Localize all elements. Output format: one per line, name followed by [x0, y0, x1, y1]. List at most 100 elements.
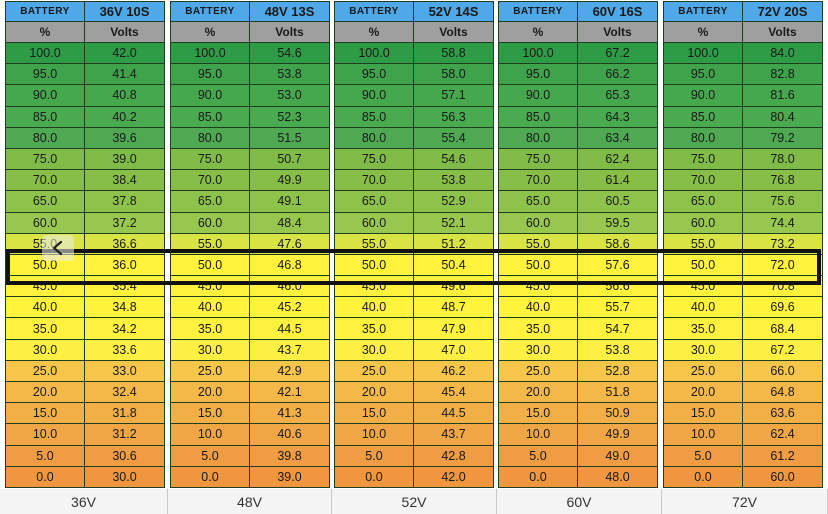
volts-cell: 44.5 — [250, 318, 330, 340]
volts-cell: 47.9 — [414, 318, 494, 340]
voltage-footer-label: 52V — [332, 489, 497, 514]
percent-cell: 70.0 — [498, 170, 578, 192]
percent-cell: 50.0 — [334, 254, 414, 277]
percent-cell: 40.0 — [5, 297, 85, 319]
battery-table-2: BATTERY 52V 14S% Volts 100.0 58.8 95.0 58.0 90.… — [334, 1, 494, 488]
percent-cell: 25.0 — [5, 360, 85, 382]
battery-label: BATTERY — [5, 1, 85, 22]
table-row: 90.0 40.8 — [5, 85, 165, 107]
table-row: 70.0 76.8 — [663, 170, 823, 192]
percent-cell: 85.0 — [170, 106, 250, 128]
volts-column-header: Volts — [414, 22, 494, 43]
table-row: 30.0 67.2 — [663, 339, 823, 361]
table-row: 20.0 45.4 — [334, 382, 494, 404]
volts-cell: 47.0 — [414, 339, 494, 361]
percent-cell: 0.0 — [663, 466, 743, 488]
percent-cell: 65.0 — [663, 191, 743, 213]
percent-cell: 0.0 — [334, 466, 414, 488]
percent-cell: 30.0 — [334, 339, 414, 361]
table-subheader-row: % Volts — [498, 22, 658, 43]
table-row: 5.0 30.6 — [5, 445, 165, 467]
percent-cell: 70.0 — [170, 170, 250, 192]
table-row: 90.0 65.3 — [498, 85, 658, 107]
volts-cell: 36.6 — [85, 233, 165, 255]
volts-cell: 60.5 — [578, 191, 658, 213]
table-row: 80.0 51.5 — [170, 127, 330, 149]
table-row: 10.0 62.4 — [663, 424, 823, 446]
percent-cell: 15.0 — [5, 403, 85, 425]
volts-cell: 42.0 — [85, 43, 165, 65]
table-row: 25.0 52.8 — [498, 360, 658, 382]
table-row: 90.0 53.0 — [170, 85, 330, 107]
volts-cell: 49.9 — [250, 170, 330, 192]
table-row: 45.0 70.8 — [663, 276, 823, 298]
percent-cell: 75.0 — [663, 148, 743, 171]
volts-cell: 64.3 — [578, 106, 658, 128]
table-row: 10.0 43.7 — [334, 424, 494, 446]
volts-cell: 42.0 — [414, 466, 494, 488]
volts-cell: 74.4 — [743, 212, 823, 234]
voltage-footer-label: 72V — [662, 489, 828, 514]
volts-cell: 48.7 — [414, 297, 494, 319]
percent-cell: 5.0 — [498, 445, 578, 467]
table-subheader-row: % Volts — [5, 22, 165, 43]
volts-cell: 42.9 — [250, 360, 330, 382]
percent-cell: 40.0 — [334, 297, 414, 319]
percent-cell: 10.0 — [5, 424, 85, 446]
volts-cell: 39.8 — [250, 445, 330, 467]
volts-cell: 50.7 — [250, 148, 330, 171]
percent-cell: 55.0 — [663, 233, 743, 255]
percent-cell: 25.0 — [334, 360, 414, 382]
percent-cell: 25.0 — [498, 360, 578, 382]
table-row: 15.0 31.8 — [5, 403, 165, 425]
table-subheader-row: % Volts — [334, 22, 494, 43]
volts-cell: 50.9 — [578, 403, 658, 425]
percent-cell: 40.0 — [498, 297, 578, 319]
table-row: 25.0 33.0 — [5, 360, 165, 382]
table-row: 55.0 58.6 — [498, 233, 658, 255]
percent-cell: 65.0 — [170, 191, 250, 213]
volts-cell: 40.6 — [250, 424, 330, 446]
table-row: 95.0 58.0 — [334, 64, 494, 86]
percent-cell: 45.0 — [663, 276, 743, 298]
table-row: 70.0 38.4 — [5, 170, 165, 192]
volts-cell: 51.8 — [578, 382, 658, 404]
table-row: 15.0 44.5 — [334, 403, 494, 425]
table-row: 90.0 81.6 — [663, 85, 823, 107]
table-row: 65.0 60.5 — [498, 191, 658, 213]
percent-cell: 45.0 — [498, 276, 578, 298]
percent-cell: 40.0 — [170, 297, 250, 319]
volts-cell: 36.0 — [85, 254, 165, 277]
back-arrow-button[interactable] — [42, 235, 74, 261]
volts-cell: 46.0 — [250, 276, 330, 298]
percent-cell: 75.0 — [498, 148, 578, 171]
table-row: 95.0 41.4 — [5, 64, 165, 86]
percent-column-header: % — [498, 22, 578, 43]
volts-cell: 58.6 — [578, 233, 658, 255]
percent-cell: 10.0 — [334, 424, 414, 446]
volts-cell: 66.2 — [578, 64, 658, 86]
table-row: 40.0 48.7 — [334, 297, 494, 319]
percent-cell: 70.0 — [663, 170, 743, 192]
table-row: 30.0 33.6 — [5, 339, 165, 361]
table-row: 5.0 61.2 — [663, 445, 823, 467]
table-row: 85.0 56.3 — [334, 106, 494, 128]
volts-cell: 70.8 — [743, 276, 823, 298]
percent-cell: 25.0 — [170, 360, 250, 382]
table-row: 35.0 44.5 — [170, 318, 330, 340]
volts-cell: 51.2 — [414, 233, 494, 255]
volts-cell: 53.0 — [250, 85, 330, 107]
table-row: 65.0 75.6 — [663, 191, 823, 213]
percent-cell: 95.0 — [170, 64, 250, 86]
volts-cell: 66.0 — [743, 360, 823, 382]
battery-config-label: 60V 16S — [578, 1, 658, 22]
volts-cell: 54.6 — [250, 43, 330, 65]
table-row: 65.0 49.1 — [170, 191, 330, 213]
volts-cell: 38.4 — [85, 170, 165, 192]
table-row: 65.0 52.9 — [334, 191, 494, 213]
percent-cell: 50.0 — [498, 254, 578, 277]
volts-cell: 76.8 — [743, 170, 823, 192]
percent-cell: 55.0 — [498, 233, 578, 255]
volts-cell: 48.4 — [250, 212, 330, 234]
table-row: 75.0 62.4 — [498, 148, 658, 171]
